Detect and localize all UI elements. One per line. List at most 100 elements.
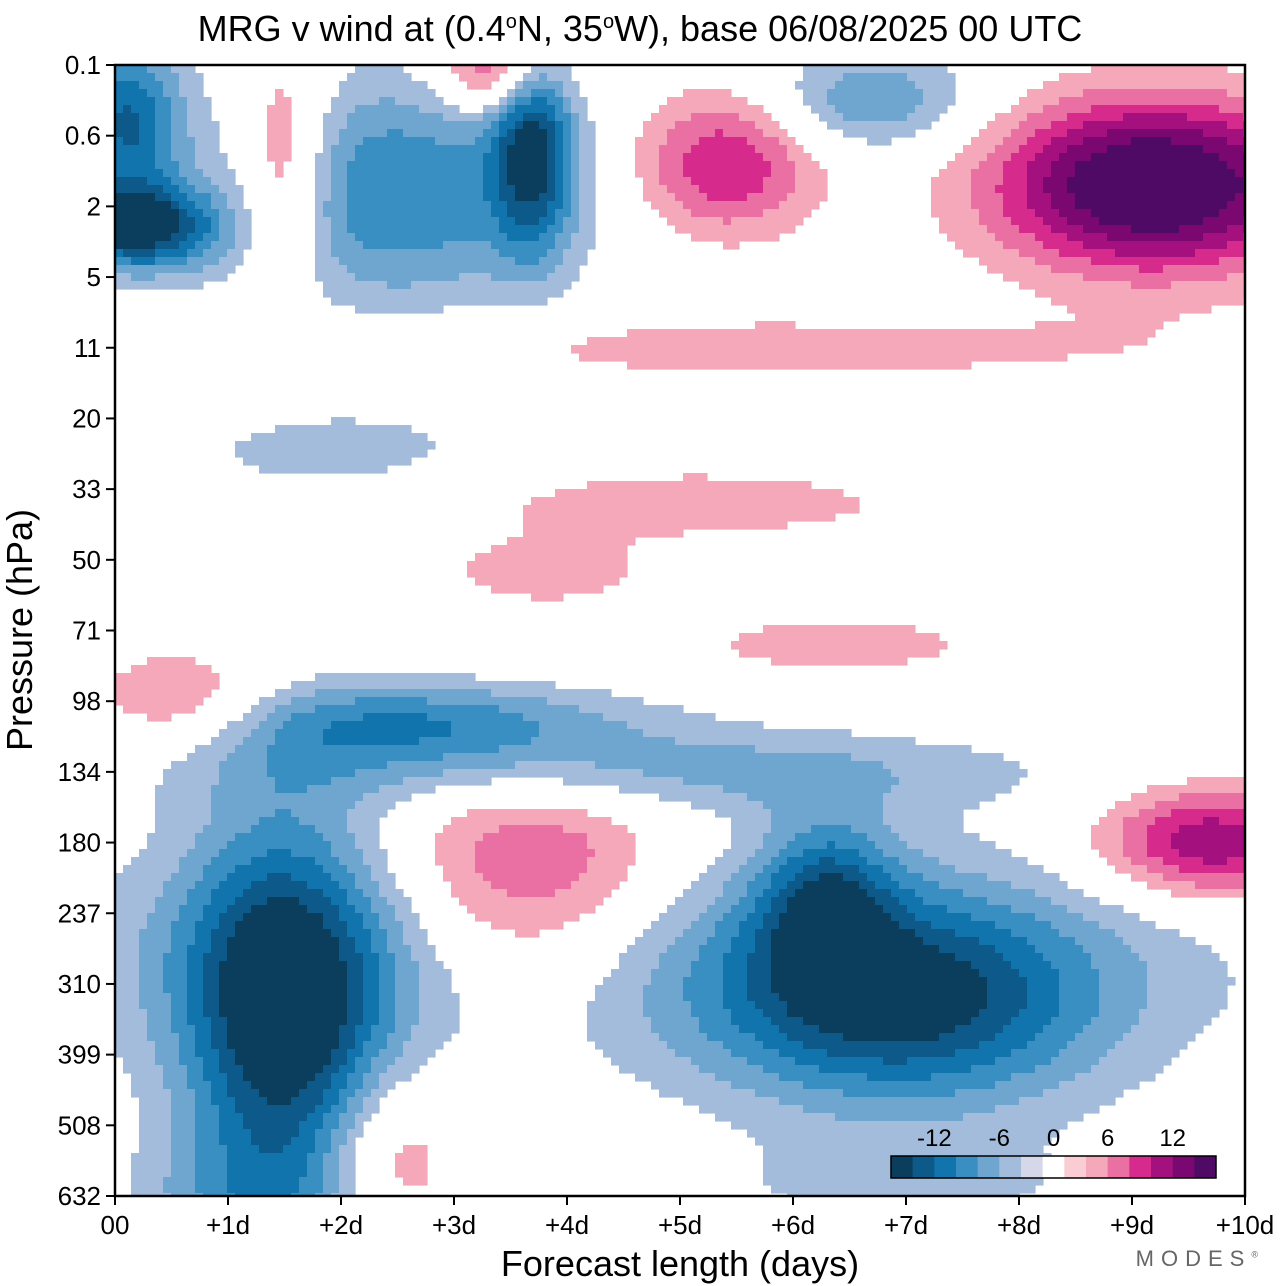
contour-cell — [955, 769, 964, 778]
contour-cell — [555, 265, 564, 274]
contour-cell — [1219, 113, 1228, 122]
contour-cell — [579, 705, 588, 714]
contour-cell — [427, 785, 436, 794]
contour-cell — [395, 281, 404, 290]
contour-cell — [419, 97, 428, 106]
contour-cell — [115, 257, 124, 266]
contour-cell — [667, 353, 676, 362]
contour-cell — [515, 569, 524, 578]
contour-cell — [403, 129, 412, 138]
contour-cell — [1035, 281, 1044, 290]
contour-cell — [203, 769, 212, 778]
contour-cell — [955, 177, 964, 186]
contour-cell — [915, 761, 924, 770]
contour-cell — [531, 529, 540, 538]
contour-cell — [323, 273, 332, 282]
contour-cell — [363, 705, 372, 714]
contour-cell — [899, 337, 908, 346]
contour-cell — [467, 233, 476, 242]
contour-cell — [1203, 89, 1212, 98]
contour-cell — [787, 193, 796, 202]
contour-cell — [595, 705, 604, 714]
contour-cell — [835, 785, 844, 794]
contour-cell — [523, 193, 532, 202]
contour-cell — [123, 161, 132, 170]
contour-cell — [771, 505, 780, 514]
contour-cell — [283, 97, 292, 106]
contour-cell — [339, 681, 348, 690]
contour-cell — [867, 777, 876, 786]
contour-cell — [563, 225, 572, 234]
contour-cell — [531, 721, 540, 730]
contour-cell — [1139, 217, 1148, 226]
contour-cell — [187, 209, 196, 218]
contour-cell — [275, 761, 284, 770]
contour-cell — [683, 217, 692, 226]
contour-cell — [523, 233, 532, 242]
contour-cell — [427, 729, 436, 738]
contour-cell — [467, 249, 476, 258]
contour-cell — [843, 625, 852, 634]
contour-cell — [163, 65, 172, 74]
contour-cell — [115, 177, 124, 186]
contour-cell — [219, 169, 228, 178]
contour-cell — [179, 769, 188, 778]
contour-cell — [467, 81, 476, 90]
contour-cell — [411, 449, 420, 458]
contour-cell — [467, 713, 476, 722]
contour-cell — [795, 185, 804, 194]
contour-cell — [539, 577, 548, 586]
contour-cell — [491, 105, 500, 114]
contour-cell — [1067, 201, 1076, 210]
contour-cell — [931, 361, 940, 370]
contour-cell — [595, 337, 604, 346]
contour-cell — [131, 89, 140, 98]
contour-cell — [795, 481, 804, 490]
contour-cell — [1035, 113, 1044, 122]
contour-cell — [427, 721, 436, 730]
contour-cell — [1163, 113, 1172, 122]
contour-cell — [379, 713, 388, 722]
contour-cell — [779, 745, 788, 754]
contour-cell — [387, 177, 396, 186]
contour-cell — [683, 497, 692, 506]
contour-cell — [507, 713, 516, 722]
contour-cell — [707, 329, 716, 338]
contour-cell — [563, 777, 572, 786]
contour-cell — [475, 721, 484, 730]
contour-cell — [419, 105, 428, 114]
contour-cell — [523, 201, 532, 210]
contour-cell — [643, 169, 652, 178]
contour-cell — [347, 89, 356, 98]
contour-cell — [707, 209, 716, 218]
contour-cell — [539, 273, 548, 282]
contour-cell — [675, 137, 684, 146]
contour-cell — [811, 489, 820, 498]
contour-cell — [275, 433, 284, 442]
contour-cell — [1171, 137, 1180, 146]
contour-cell — [715, 753, 724, 762]
contour-cell — [483, 121, 492, 130]
contour-cell — [819, 353, 828, 362]
contour-cell — [683, 97, 692, 106]
contour-cell — [523, 713, 532, 722]
contour-cell — [739, 329, 748, 338]
contour-cell — [1235, 257, 1244, 266]
contour-cell — [1211, 185, 1220, 194]
contour-cell — [163, 185, 172, 194]
contour-cell — [315, 185, 324, 194]
contour-cell — [651, 785, 660, 794]
contour-cell — [499, 769, 508, 778]
contour-cell — [131, 257, 140, 266]
contour-cell — [699, 505, 708, 514]
contour-cell — [563, 769, 572, 778]
contour-cell — [811, 505, 820, 514]
contour-cell — [171, 249, 180, 258]
contour-cell — [291, 457, 300, 466]
contour-cell — [1187, 201, 1196, 210]
contour-cell — [187, 281, 196, 290]
contour-cell — [267, 697, 276, 706]
contour-cell — [259, 721, 268, 730]
contour-cell — [227, 241, 236, 250]
contour-cell — [947, 177, 956, 186]
